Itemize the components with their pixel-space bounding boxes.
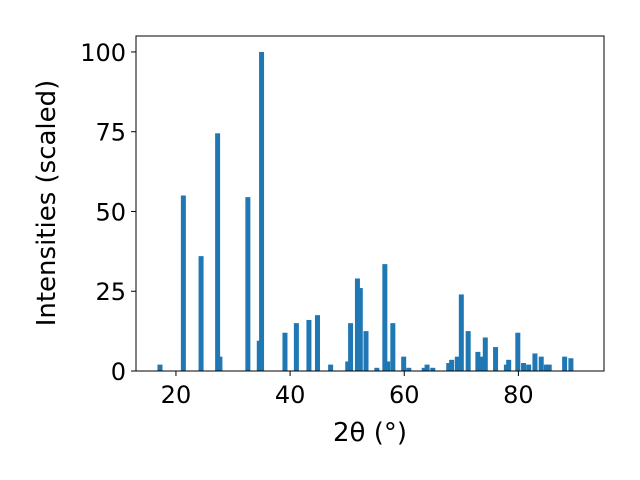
bar	[449, 359, 455, 371]
x-axis-label: 2θ (°)	[333, 418, 407, 448]
bar	[180, 195, 186, 371]
bar	[198, 256, 204, 371]
bar	[401, 356, 407, 371]
bar	[406, 367, 412, 371]
bar	[562, 356, 568, 371]
bar	[458, 294, 464, 371]
bar	[374, 367, 380, 371]
bar	[475, 351, 481, 371]
x-tick-label: 40	[275, 381, 306, 409]
plot-frame	[135, 35, 605, 372]
bar	[532, 353, 538, 371]
bar	[282, 332, 288, 371]
bar	[424, 364, 430, 371]
bar	[354, 278, 360, 371]
bars-group	[157, 51, 574, 371]
y-tick-label: 100	[80, 39, 126, 67]
bar	[157, 364, 163, 371]
x-tick-label: 80	[503, 381, 534, 409]
y-tick-label: 0	[111, 358, 126, 386]
bar	[478, 356, 484, 371]
bar	[363, 331, 369, 371]
bar	[506, 359, 512, 371]
bar	[482, 337, 488, 371]
x-axis-ticks: 20 40 60 80	[161, 371, 534, 409]
bar	[357, 288, 363, 371]
bar	[465, 331, 471, 371]
bar	[215, 133, 221, 371]
bar	[314, 315, 320, 371]
bar	[421, 367, 427, 371]
y-axis-ticks: 0 25 50 75 100	[80, 39, 136, 386]
bar	[543, 364, 549, 371]
bar	[526, 364, 532, 371]
bar	[382, 264, 388, 371]
bar	[430, 367, 436, 371]
bar	[493, 347, 499, 371]
bar	[454, 356, 460, 371]
y-tick-label: 75	[95, 119, 126, 147]
bar	[259, 51, 265, 371]
bar	[328, 364, 334, 371]
bar	[390, 323, 396, 371]
x-tick-label: 60	[389, 381, 420, 409]
bar	[521, 363, 527, 371]
bar	[538, 356, 544, 371]
x-tick-label: 20	[161, 381, 192, 409]
bar	[348, 323, 354, 371]
y-tick-label: 25	[95, 278, 126, 306]
bar	[345, 361, 351, 371]
bar	[446, 363, 452, 371]
bar	[217, 356, 223, 371]
bar	[546, 364, 552, 371]
bar	[568, 358, 574, 371]
bar	[515, 332, 521, 371]
bar	[245, 197, 251, 371]
bar	[293, 323, 299, 371]
bar	[306, 319, 312, 371]
y-tick-label: 50	[95, 198, 126, 226]
bar	[385, 361, 391, 371]
y-axis-label: Intensities (scaled)	[32, 80, 62, 327]
